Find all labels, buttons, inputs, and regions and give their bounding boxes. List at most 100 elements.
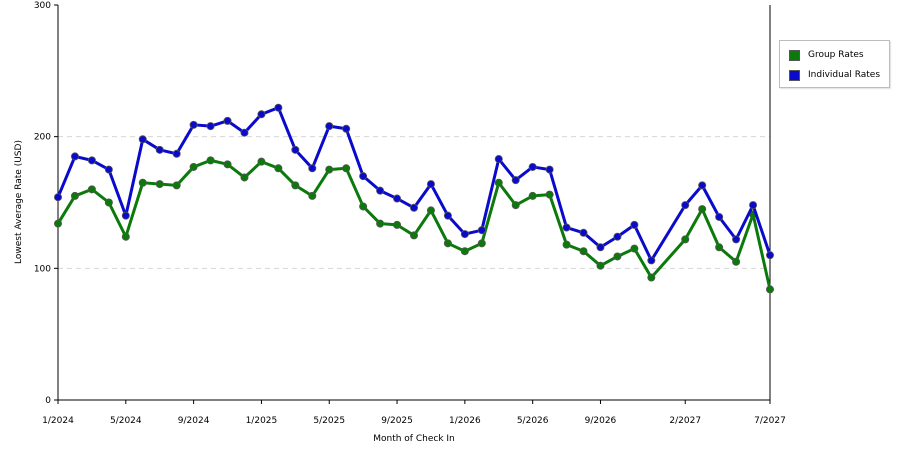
data-point-group-rates xyxy=(359,202,368,211)
data-point-group-rates xyxy=(223,160,232,169)
data-point-individual-rates xyxy=(443,211,452,220)
legend-swatch-group-rates xyxy=(789,49,800,61)
data-point-group-rates xyxy=(596,261,605,270)
data-point-individual-rates xyxy=(460,230,469,239)
data-point-individual-rates xyxy=(715,212,724,221)
legend-item-group-rates: Group Rates xyxy=(789,48,864,62)
data-point-group-rates xyxy=(409,231,418,240)
data-point-individual-rates xyxy=(426,180,435,189)
data-point-individual-rates xyxy=(613,232,622,241)
data-point-individual-rates xyxy=(257,110,266,119)
legend-label-group-rates: Group Rates xyxy=(808,50,864,60)
data-point-individual-rates xyxy=(325,122,334,131)
data-point-group-rates xyxy=(342,164,351,173)
data-point-group-rates xyxy=(325,165,334,174)
data-point-individual-rates xyxy=(511,176,520,185)
data-point-group-rates xyxy=(274,164,283,173)
data-point-group-rates xyxy=(460,247,469,256)
y-tick-label: 100 xyxy=(34,264,51,274)
data-point-individual-rates xyxy=(189,120,198,129)
y-ticks: 0 100 200 300 xyxy=(34,1,58,406)
data-point-individual-rates xyxy=(477,226,486,235)
data-point-group-rates xyxy=(613,252,622,261)
data-point-individual-rates xyxy=(681,201,690,210)
data-point-group-rates xyxy=(376,219,385,228)
data-point-group-rates xyxy=(393,220,402,229)
data-point-group-rates xyxy=(206,156,215,165)
data-point-group-rates xyxy=(511,201,520,210)
data-point-group-rates xyxy=(698,205,707,214)
data-point-group-rates xyxy=(579,247,588,256)
data-point-individual-rates xyxy=(54,193,63,202)
data-point-group-rates xyxy=(291,181,300,190)
grid-lines xyxy=(58,136,770,269)
data-point-individual-rates xyxy=(630,220,639,229)
data-point-individual-rates xyxy=(647,256,656,265)
data-point-group-rates xyxy=(732,257,741,266)
y-tick-label: 200 xyxy=(34,133,51,143)
data-point-individual-rates xyxy=(359,172,368,181)
data-point-group-rates xyxy=(681,235,690,244)
data-point-individual-rates xyxy=(70,152,79,161)
y-axis-title: Lowest Average Rate (USD) xyxy=(14,140,24,264)
data-point-individual-rates xyxy=(274,103,283,112)
data-point-individual-rates xyxy=(376,186,385,195)
data-point-individual-rates xyxy=(749,201,758,210)
data-point-group-rates xyxy=(240,173,249,182)
x-tick-label: 7/2027 xyxy=(754,416,786,426)
data-point-individual-rates xyxy=(393,194,402,203)
data-point-group-rates xyxy=(477,239,486,248)
data-point-group-rates xyxy=(155,180,164,189)
series-group xyxy=(54,103,775,294)
data-point-individual-rates xyxy=(138,135,147,144)
legend-swatch-individual-rates xyxy=(789,69,800,81)
data-point-individual-rates xyxy=(562,223,571,232)
data-point-individual-rates xyxy=(528,162,537,171)
data-point-group-rates xyxy=(121,232,130,241)
data-point-individual-rates xyxy=(342,124,351,133)
data-point-individual-rates xyxy=(409,203,418,212)
data-point-group-rates xyxy=(715,243,724,252)
data-point-individual-rates xyxy=(206,122,215,131)
data-point-individual-rates xyxy=(155,145,164,154)
y-tick-label: 0 xyxy=(45,396,51,406)
data-point-group-rates xyxy=(189,162,198,171)
data-point-group-rates xyxy=(443,239,452,248)
legend-item-individual-rates: Individual Rates xyxy=(789,68,880,82)
data-point-individual-rates xyxy=(121,211,130,220)
data-point-individual-rates xyxy=(240,128,249,137)
x-tick-label: 1/2024 xyxy=(42,416,74,426)
data-point-individual-rates xyxy=(732,235,741,244)
x-tick-label: 9/2025 xyxy=(381,416,413,426)
data-point-group-rates xyxy=(630,244,639,253)
data-point-individual-rates xyxy=(104,165,113,174)
data-point-group-rates xyxy=(545,190,554,199)
data-point-group-rates xyxy=(172,181,181,190)
plot-area xyxy=(58,5,770,400)
y-tick-label: 300 xyxy=(34,1,51,11)
data-point-group-rates xyxy=(494,178,503,187)
data-point-individual-rates xyxy=(172,149,181,158)
x-tick-label: 1/2026 xyxy=(449,416,481,426)
data-point-group-rates xyxy=(54,219,63,228)
data-point-group-rates xyxy=(308,191,317,200)
data-point-group-rates xyxy=(528,191,537,200)
data-point-group-rates xyxy=(257,157,266,166)
data-point-group-rates xyxy=(766,285,775,294)
data-point-individual-rates xyxy=(545,165,554,174)
x-tick-label: 5/2026 xyxy=(517,416,549,426)
x-tick-label: 2/2027 xyxy=(669,416,701,426)
x-tick-label: 5/2024 xyxy=(110,416,142,426)
data-point-group-rates xyxy=(104,198,113,207)
x-tick-label: 5/2025 xyxy=(313,416,345,426)
data-point-group-rates xyxy=(647,273,656,282)
data-point-individual-rates xyxy=(596,243,605,252)
data-point-individual-rates xyxy=(494,155,503,164)
data-point-individual-rates xyxy=(223,116,232,125)
data-point-group-rates xyxy=(70,191,79,200)
chart-legend: Group Rates Individual Rates xyxy=(779,40,890,88)
x-ticks: 1/2024 5/2024 9/2024 1/2025 5/2025 9/2025 1/20… xyxy=(42,400,786,426)
data-point-individual-rates xyxy=(698,181,707,190)
data-point-individual-rates xyxy=(87,156,96,165)
